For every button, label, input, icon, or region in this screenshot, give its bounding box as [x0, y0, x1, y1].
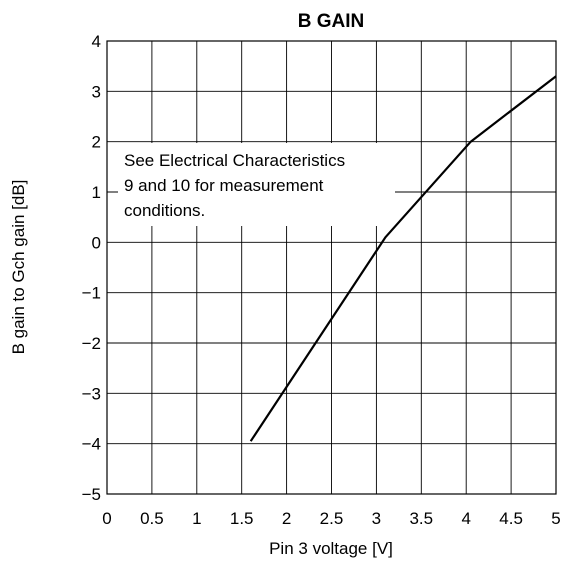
- y-tick-label: −5: [82, 485, 101, 504]
- y-tick-label: −2: [82, 334, 101, 353]
- x-tick-label: 2: [282, 509, 291, 528]
- x-tick-label: 4.5: [499, 509, 523, 528]
- x-tick-label: 1: [192, 509, 201, 528]
- y-tick-labels: 4 3 2 1 0 −1 −2 −3 −4 −5: [82, 32, 101, 504]
- y-tick-label: 3: [92, 82, 101, 101]
- series-line: [249, 75, 557, 442]
- annotation-line-2: 9 and 10 for measurement: [124, 176, 324, 195]
- y-axis-title: B gain to Gch gain [dB]: [9, 180, 28, 355]
- y-tick-label: 4: [92, 32, 101, 51]
- series-layer: [249, 75, 557, 442]
- x-tick-label: 0.5: [140, 509, 164, 528]
- x-tick-label: 5: [551, 509, 560, 528]
- annotation-line-1: See Electrical Characteristics: [124, 151, 345, 170]
- x-tick-label: 2.5: [320, 509, 344, 528]
- y-tick-label: 1: [92, 183, 101, 202]
- y-tick-label: −1: [82, 284, 101, 303]
- y-tick-label: 0: [92, 233, 101, 252]
- x-tick-label: 3.5: [409, 509, 433, 528]
- plot-frame: [106, 40, 557, 495]
- y-tick-label: −3: [82, 384, 101, 403]
- x-tick-label: 0: [102, 509, 111, 528]
- y-tick-label: 2: [92, 133, 101, 152]
- x-axis-title: Pin 3 voltage [V]: [269, 539, 393, 558]
- annotation-line-3: conditions.: [124, 201, 205, 220]
- x-tick-label: 4: [461, 509, 470, 528]
- annotation-background: [118, 143, 395, 226]
- grid: [106, 40, 557, 495]
- y-tick-label: −4: [82, 435, 101, 454]
- x-tick-labels: 0 0.5 1 1.5 2 2.5 3 3.5 4 4.5 5: [102, 509, 560, 528]
- x-tick-label: 1.5: [230, 509, 254, 528]
- x-tick-label: 3: [372, 509, 381, 528]
- chart-title: B GAIN: [298, 11, 365, 32]
- annotation-box: See Electrical Characteristics 9 and 10 …: [118, 143, 395, 226]
